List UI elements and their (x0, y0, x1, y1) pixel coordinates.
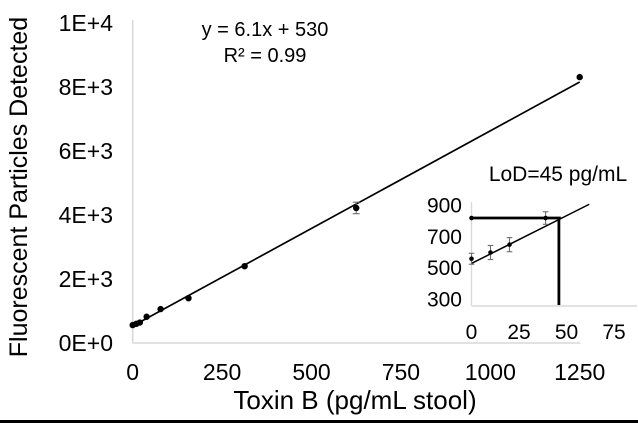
inset-trendline (471, 203, 590, 265)
main-data-point (143, 313, 150, 320)
main-data-point (353, 204, 360, 212)
x-axis-title: Toxin B (pg/mL stool) (233, 385, 477, 415)
inset-x-tick-label: 25 (507, 321, 530, 344)
main-data-point (241, 263, 248, 270)
main-y-tick-label: 4E+3 (59, 202, 113, 228)
main-x-tick-label: 0 (126, 359, 139, 385)
inset-x-tick-label: 75 (602, 321, 625, 344)
inset-x-tick-label: 50 (555, 321, 578, 344)
inset-data-point (507, 242, 512, 247)
y-axis-title: Fluorescent Particles Detected (5, 16, 33, 358)
main-data-point (157, 305, 164, 313)
inset-data-point (488, 250, 493, 255)
inset-y-tick-label: 900 (427, 195, 462, 218)
main-y-tick-label: 2E+3 (59, 266, 113, 292)
main-x-tick-label: 250 (203, 359, 241, 385)
main-y-tick-label: 6E+3 (59, 138, 113, 164)
trendline-equation: y = 6.1x + 530 (201, 19, 329, 41)
inset-data-point (469, 256, 474, 262)
main-x-tick-label: 500 (292, 359, 330, 385)
main-data-point (576, 73, 583, 81)
inset-y-tick-label: 700 (427, 226, 462, 249)
inset-blank-point (469, 215, 474, 221)
main-data-point (136, 319, 144, 326)
figure-bottom-border (0, 420, 638, 423)
main-y-tick-label: 8E+3 (59, 74, 113, 100)
inset-y-tick-label: 500 (427, 257, 462, 280)
inset-y-tick-label: 300 (427, 289, 462, 312)
trendline-equation-block: y = 6.1x + 530 R² = 0.99 (170, 17, 360, 69)
main-x-tick-label: 750 (382, 359, 420, 385)
trendline-r-squared: R² = 0.99 (223, 45, 307, 67)
main-y-tick-label: 1E+4 (59, 10, 114, 36)
inset-title-lod: LoD=45 pg/mL (488, 163, 628, 186)
main-data-point (185, 295, 192, 302)
main-x-tick-label: 1250 (554, 359, 605, 385)
inset-data-point (543, 215, 548, 221)
inset-x-tick-label: 0 (466, 321, 478, 344)
main-y-tick-label: 0E+0 (59, 330, 113, 356)
main-x-tick-label: 1000 (465, 359, 516, 385)
